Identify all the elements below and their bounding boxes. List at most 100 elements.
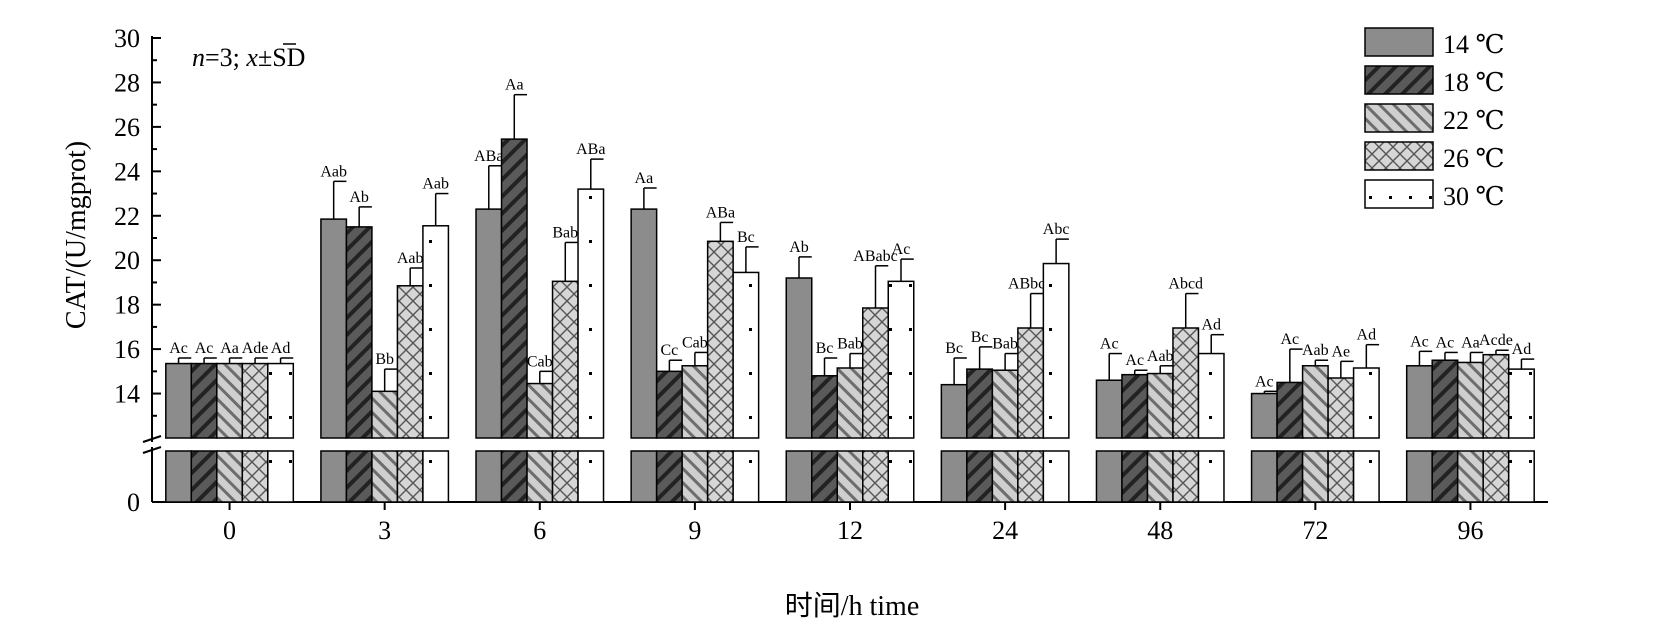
significance-label: Ac <box>1281 331 1300 348</box>
bar-base <box>1172 450 1200 503</box>
bar <box>500 138 528 439</box>
bar <box>732 271 760 439</box>
bar <box>577 188 605 439</box>
bar-base <box>966 450 994 503</box>
significance-label: Ae <box>1332 343 1351 360</box>
significance-label: Ad <box>271 340 291 357</box>
significance-label: Bc <box>945 340 963 357</box>
legend-swatch <box>1364 103 1434 133</box>
significance-label: Ad <box>1357 327 1377 344</box>
bar <box>190 362 218 439</box>
bar-base <box>991 450 1019 503</box>
significance-label: Ade <box>242 340 269 357</box>
significance-label: Ac <box>1255 373 1274 390</box>
bar-base <box>216 450 244 503</box>
axis-break-mark-lower <box>142 446 162 454</box>
bar <box>681 365 709 439</box>
bar-base <box>862 450 889 503</box>
legend-swatch <box>1364 65 1434 95</box>
x-tick-label: 48 <box>1147 516 1173 545</box>
x-tick-label: 12 <box>837 516 863 545</box>
x-axis-title: 时间/h time <box>785 590 920 622</box>
bar-base <box>422 450 450 503</box>
bar <box>655 370 683 439</box>
significance-label: Bc <box>816 340 834 357</box>
significance-label: Bab <box>992 336 1018 353</box>
significance-label: Acde <box>1479 332 1513 349</box>
bar <box>1276 381 1304 439</box>
significance-label: Ac <box>1436 334 1455 351</box>
bar-base <box>811 450 838 503</box>
bar-base <box>500 450 528 503</box>
y-axis-title: CAT/(U/mgprot) <box>61 141 92 329</box>
bar-base <box>1482 450 1510 503</box>
bar <box>887 280 915 439</box>
significance-label: Aab <box>397 250 424 267</box>
bar <box>165 362 193 439</box>
significance-label: Abcd <box>1168 276 1203 293</box>
bar-base <box>577 450 605 503</box>
bar <box>371 390 399 439</box>
y-tick-label: 18 <box>114 291 140 320</box>
x-tick-label: 24 <box>992 516 1018 545</box>
bar-base <box>1327 450 1355 503</box>
bar-base <box>1095 450 1123 503</box>
bar-base <box>1276 450 1304 503</box>
significance-label: Aab <box>1302 342 1329 359</box>
bar-base <box>836 450 864 503</box>
y-tick-label: 28 <box>114 68 140 97</box>
significance-label: Bc <box>971 329 989 346</box>
bar <box>811 375 838 439</box>
legend-swatch <box>1364 141 1434 171</box>
bar <box>1042 262 1070 439</box>
significance-label: Ac <box>1410 333 1429 350</box>
bar <box>1146 372 1174 439</box>
y-tick-label: 14 <box>114 380 140 409</box>
bar <box>706 240 734 439</box>
bar <box>1431 359 1459 439</box>
bar-base <box>345 450 373 503</box>
legend-label: 14 ℃ <box>1443 30 1505 59</box>
bar <box>1327 377 1355 439</box>
y-tick-label: 0 <box>127 488 140 517</box>
significance-label: Ac <box>195 340 214 357</box>
significance-label: Aab <box>422 176 449 193</box>
y-tick-label: 26 <box>114 113 140 142</box>
bar <box>630 208 658 439</box>
bar-base <box>371 450 399 503</box>
note-pm: ±SD <box>258 43 306 72</box>
bar-base <box>526 450 554 503</box>
bar <box>940 383 968 439</box>
bar-base <box>630 450 658 503</box>
significance-label: ABa <box>576 141 605 158</box>
bar <box>862 307 889 439</box>
legend-swatch <box>1364 27 1434 57</box>
legend-swatch <box>1364 179 1434 209</box>
bar-base <box>1507 450 1535 503</box>
significance-label: Aa <box>220 340 239 357</box>
bar-base <box>1301 450 1329 503</box>
significance-label: Aab <box>320 163 347 180</box>
significance-label: ABa <box>474 148 503 165</box>
bar <box>1095 379 1123 439</box>
significance-label: Aa <box>1461 334 1480 351</box>
bar <box>396 285 424 439</box>
legend: 14 ℃ 18 ℃ 22 ℃ 26 ℃ 30 ℃ <box>1364 27 1505 211</box>
x-tick-label: 6 <box>533 516 546 545</box>
bar-base <box>396 450 424 503</box>
bar <box>1507 368 1535 439</box>
bar-base <box>267 450 295 503</box>
bar-base <box>732 450 760 503</box>
bar-base <box>1017 450 1045 503</box>
bar-base <box>1121 450 1149 503</box>
bar-base <box>655 450 683 503</box>
bar-base <box>190 450 218 503</box>
significance-label: Bb <box>375 351 394 368</box>
significance-label: Aab <box>1147 348 1174 365</box>
bar-base <box>1042 450 1070 503</box>
bar-base <box>940 450 968 503</box>
legend-label: 22 ℃ <box>1443 106 1505 135</box>
bar <box>526 382 554 439</box>
bar <box>1456 361 1484 439</box>
